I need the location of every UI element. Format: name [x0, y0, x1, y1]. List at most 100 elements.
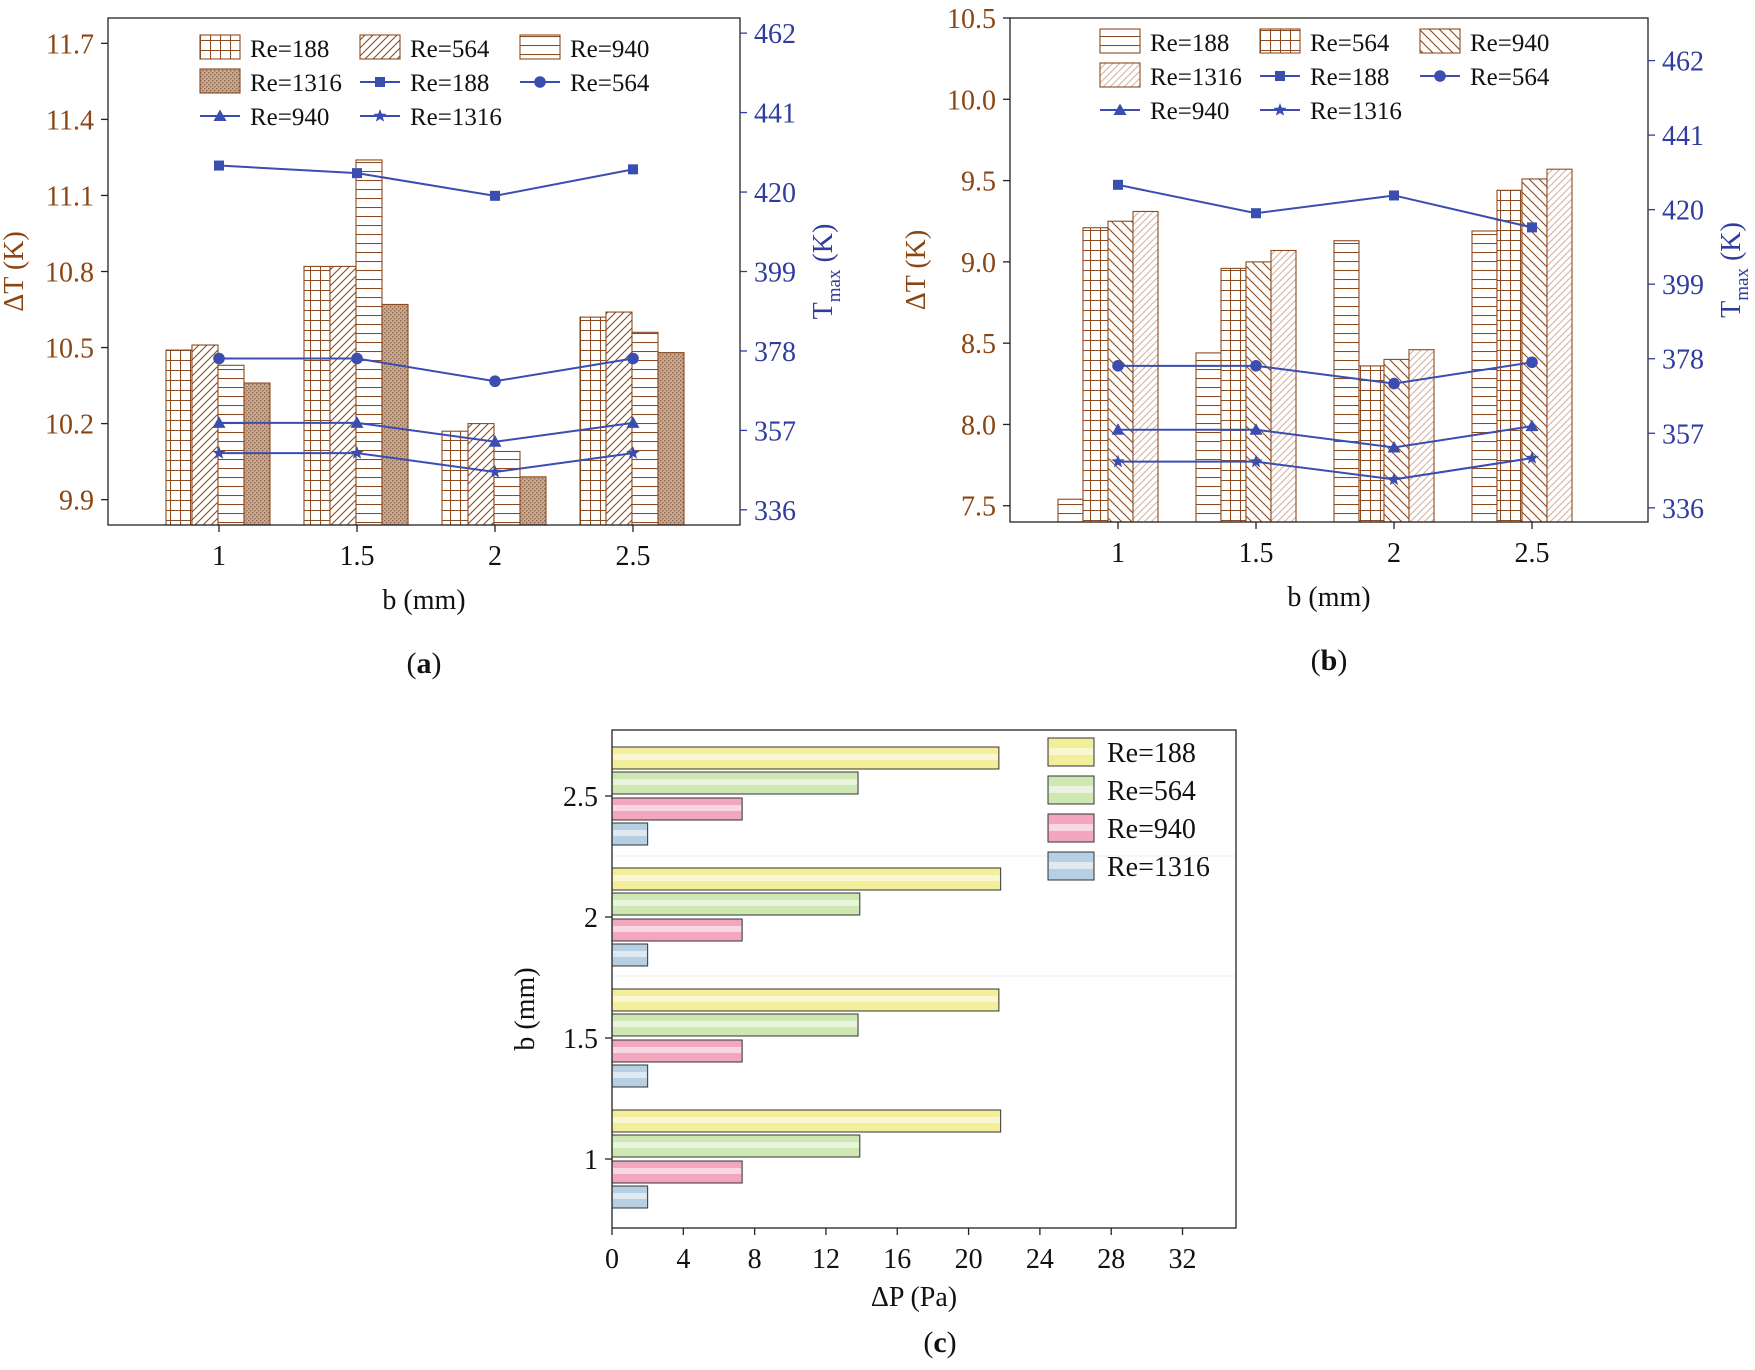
- y-tick-label: 11.7: [46, 29, 94, 60]
- x-tick-label: 8: [748, 1244, 762, 1275]
- legend-label: Re=1316: [410, 104, 502, 131]
- legend-marker: [1113, 103, 1127, 115]
- legend-marker: [375, 77, 385, 87]
- x-tick-label: 1.5: [340, 541, 375, 572]
- x-axis-label: b (mm): [1287, 582, 1370, 613]
- y2-tick-label: 420: [1662, 196, 1704, 227]
- line-point: [1249, 454, 1263, 468]
- legend-label: Re=940: [1107, 814, 1196, 845]
- bar: [381, 303, 409, 526]
- y2-tick-label: 462: [1662, 47, 1704, 78]
- line-point: [1113, 179, 1123, 190]
- legend-label: Re=1316: [1150, 64, 1242, 91]
- hbar-highlight: [613, 830, 647, 836]
- line-point: [626, 446, 640, 459]
- series-line: [1118, 457, 1533, 481]
- y2-tick-label: 420: [754, 178, 796, 209]
- x-tick-label: 16: [883, 1244, 911, 1275]
- hbar-highlight: [613, 754, 998, 760]
- line-point: [1251, 208, 1261, 219]
- legend-label: Re=564: [1470, 64, 1550, 91]
- series-line: [1118, 425, 1533, 449]
- line-point: [1387, 440, 1401, 453]
- legend-label: Re=188: [1310, 64, 1389, 91]
- x-tick-label: 28: [1097, 1244, 1125, 1275]
- x-tick-label: 2.5: [1515, 538, 1550, 569]
- chart-a: 1 1.5 2 2.5 b (mm) 9.9 10.2 10.5 10.8 11.1 11.4 11.…: [0, 17, 845, 680]
- line-point: [1112, 360, 1124, 372]
- line-point: [1387, 472, 1401, 486]
- line-point: [626, 416, 640, 428]
- line-point: [488, 435, 502, 447]
- legend-marker: [1273, 103, 1287, 116]
- legend: Re=188 Re=564 Re=940 Re=1316 Re=188 Re=564 Re=…: [1099, 28, 1550, 125]
- hbar-highlight: [613, 1021, 858, 1027]
- legend-label: Re=564: [570, 70, 650, 97]
- bar: [519, 476, 547, 526]
- legend-swatch: [359, 34, 401, 60]
- line-point: [212, 446, 226, 459]
- bar: [1082, 227, 1109, 523]
- legend-swatch-highlight: [1049, 824, 1093, 831]
- y-tick-label: 10.5: [45, 334, 94, 365]
- x-tick-label: 12: [812, 1244, 840, 1275]
- legend-swatch: [1259, 28, 1301, 54]
- legend-swatch-highlight: [1049, 862, 1093, 869]
- line-point: [628, 164, 638, 175]
- legend-label: Re=564: [410, 36, 490, 63]
- line-point: [1111, 423, 1125, 435]
- hbar-highlight: [613, 1142, 859, 1148]
- line-point: [1249, 423, 1263, 435]
- y-tick-label: 1.5: [563, 1024, 598, 1055]
- y-tick-label: 2: [584, 903, 598, 934]
- line-point: [488, 465, 502, 478]
- y-tick-label: 9.9: [59, 486, 94, 517]
- y-tick-label: 1: [584, 1145, 598, 1176]
- hbar-highlight: [613, 875, 1000, 881]
- bar: [1408, 349, 1435, 523]
- line-point: [1526, 356, 1538, 369]
- legend-label: Re=188: [1107, 738, 1196, 769]
- hbar-highlight: [613, 1117, 1000, 1123]
- y2-tick-label: 378: [754, 337, 796, 368]
- legend-label: Re=940: [570, 36, 649, 63]
- line-point: [1388, 377, 1400, 390]
- chart-b: 1 1.5 2 2.5 b (mm) 7.5 8.0 8.5 9.0 9.5 10.0 10.5 ΔT …: [901, 4, 1753, 677]
- y-tick-label: 10.2: [45, 410, 94, 441]
- y-tick-label: 9.5: [961, 167, 996, 198]
- line-point: [489, 375, 501, 388]
- y-tick-label: 10.8: [45, 258, 94, 289]
- bar: [657, 352, 685, 526]
- y-axis-label: ΔT (K): [0, 231, 30, 311]
- hbar-highlight: [613, 900, 859, 906]
- bar: [355, 159, 383, 526]
- x-tick-label: 2: [1387, 538, 1401, 569]
- hbar-highlight: [613, 951, 647, 957]
- legend-swatch: [199, 34, 241, 60]
- legend-swatch: [199, 68, 241, 94]
- series-line: [1118, 361, 1533, 385]
- legend-swatch-highlight: [1049, 786, 1093, 793]
- line-point: [1111, 454, 1125, 468]
- bar: [1057, 498, 1084, 523]
- line-point: [350, 416, 364, 428]
- series-line: [219, 421, 634, 443]
- legend-swatch: [1419, 28, 1461, 54]
- line-point: [351, 352, 363, 365]
- bar: [217, 364, 245, 526]
- y2-tick-label: 462: [754, 19, 796, 50]
- panel-label: (b): [1311, 644, 1348, 677]
- bar: [605, 311, 633, 526]
- legend-label: Re=188: [1150, 30, 1229, 57]
- bar: [165, 349, 193, 526]
- bar: [303, 265, 331, 526]
- y-tick-label: 9.0: [961, 248, 996, 279]
- bar: [1107, 220, 1134, 523]
- line-point: [1527, 222, 1537, 233]
- legend-label: Re=940: [1470, 30, 1549, 57]
- legend-swatch: [1099, 62, 1141, 88]
- bar: [1220, 267, 1247, 523]
- line-point: [1250, 360, 1262, 372]
- x-tick-label: 4: [676, 1244, 690, 1275]
